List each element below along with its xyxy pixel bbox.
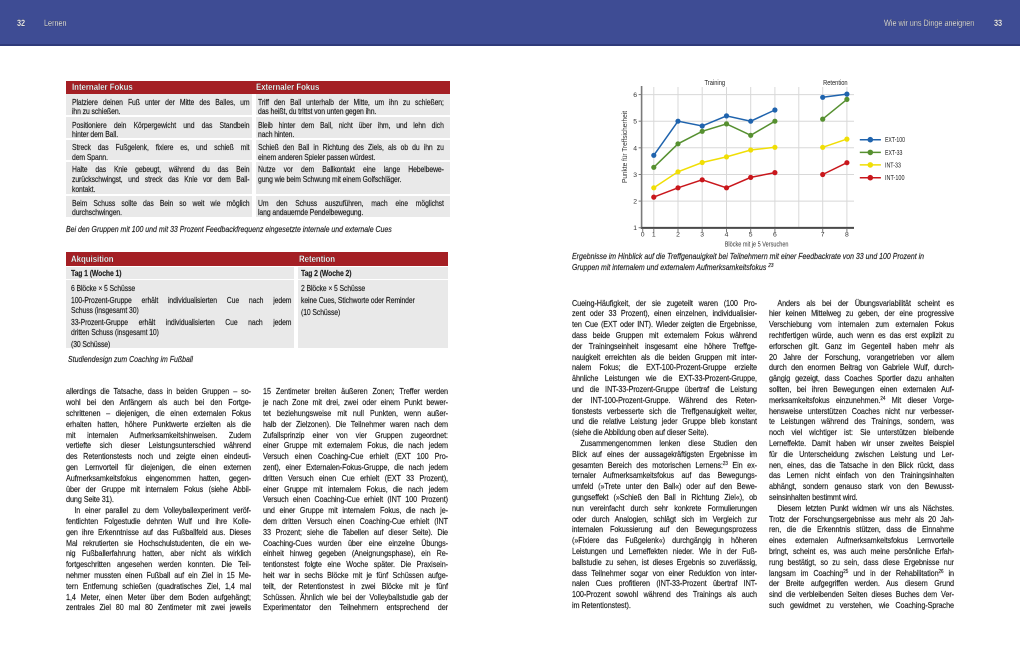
svg-text:3: 3 <box>700 231 704 238</box>
svg-text:INT-100: INT-100 <box>885 173 905 182</box>
svg-text:6: 6 <box>633 92 637 99</box>
svg-text:3: 3 <box>633 172 637 179</box>
svg-text:EXT-33: EXT-33 <box>885 148 902 157</box>
svg-text:Punkte für Treffsicherheit: Punkte für Treffsicherheit <box>622 111 629 183</box>
svg-text:8: 8 <box>845 231 849 238</box>
svg-text:0: 0 <box>641 231 645 238</box>
svg-text:Blöcke mit je 5 Versuchen: Blöcke mit je 5 Versuchen <box>725 241 789 248</box>
svg-text:2: 2 <box>633 199 637 206</box>
svg-text:6: 6 <box>773 231 777 238</box>
svg-text:1: 1 <box>633 225 637 232</box>
svg-text:4: 4 <box>633 145 637 152</box>
svg-text:5: 5 <box>749 231 753 238</box>
svg-text:INT-33: INT-33 <box>885 160 901 169</box>
svg-text:EXT-100: EXT-100 <box>885 135 905 144</box>
svg-text:2: 2 <box>676 231 680 238</box>
svg-text:Training: Training <box>705 78 726 87</box>
svg-text:5: 5 <box>633 119 637 126</box>
svg-text:7: 7 <box>821 231 825 238</box>
svg-text:Retention: Retention <box>823 78 848 87</box>
svg-text:1: 1 <box>652 231 656 238</box>
svg-text:4: 4 <box>725 231 729 238</box>
